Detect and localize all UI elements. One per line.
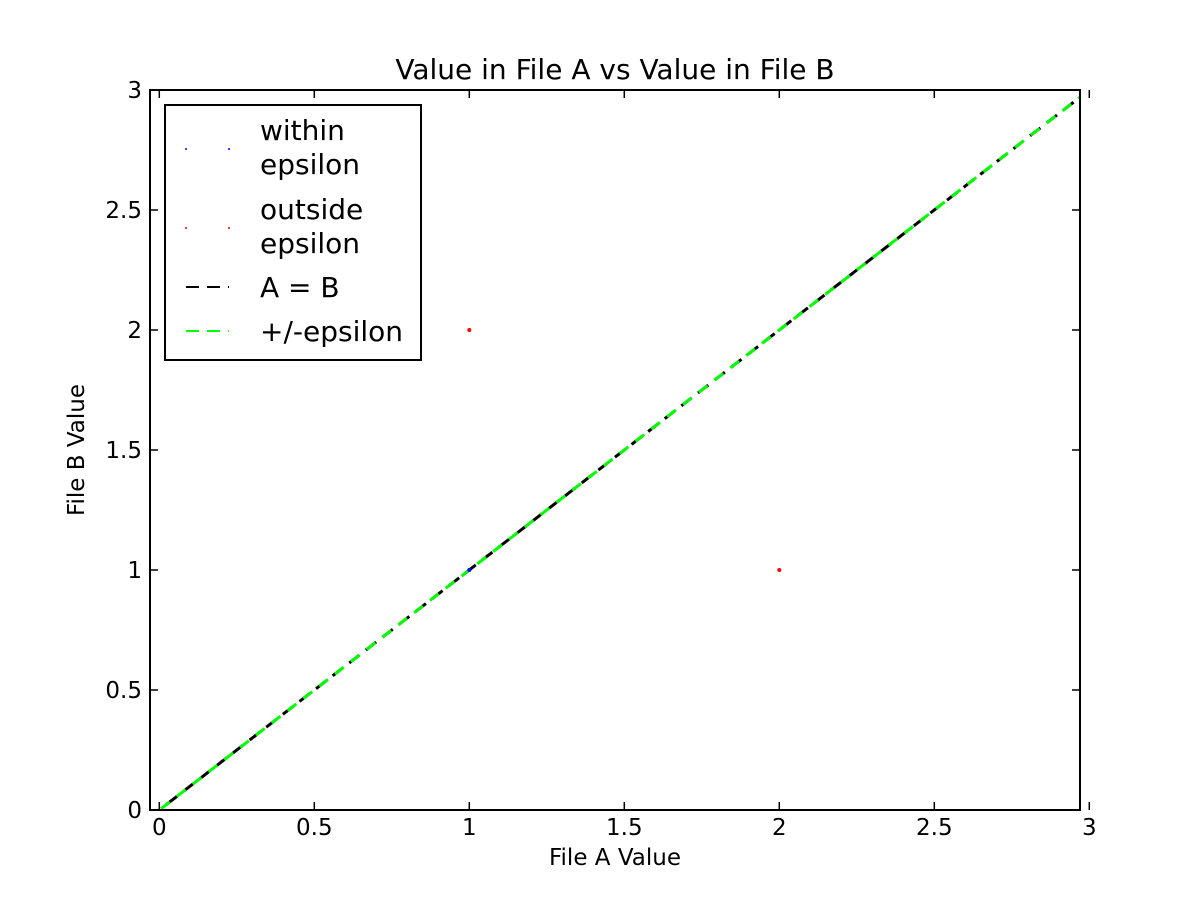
y-tick-label-2: 1 [127,558,142,584]
y-tick-label-0: 0 [127,798,142,824]
legend-marker-0-a [185,148,187,150]
data-marks [156,96,1080,810]
legend-marker-1-a [185,227,187,229]
x-tick-label-6: 3 [1082,815,1097,841]
legend-marker-1-b [228,227,230,229]
data-point-1-1 [777,568,782,572]
y-tick-label-4: 2 [127,318,142,344]
axis-ticks: 0 0.5 1 1.5 2 2.5 3 0 0.5 1 1.5 2 2.5 3 [105,78,1096,841]
x-axis-label: File A Value [549,845,681,871]
legend-box [164,104,422,361]
legend-label-0-1: epsilon [260,148,360,181]
y-axis-label: File B Value [64,384,90,516]
legend-label-0-0: within [260,114,345,147]
x-tick-label-1: 0.5 [296,815,333,841]
x-tick-label-2: 1 [462,815,477,841]
y-tick-label-6: 3 [127,78,142,104]
x-tick-label-0: 0 [152,815,167,841]
legend-label-1-0: outside [260,193,363,226]
legend-marker-0-b [228,148,230,150]
series-line-3 [156,96,1080,810]
y-tick-label-3: 1.5 [105,438,142,464]
y-tick-label-1: 0.5 [105,678,142,704]
legend-label-2-0: A = B [260,271,340,304]
data-point-0-0 [467,568,472,572]
data-point-1-0 [467,328,472,332]
legend-label-1-1: epsilon [260,227,360,260]
x-tick-label-4: 2 [772,815,787,841]
x-tick-label-5: 2.5 [916,815,953,841]
legend-label-3-0: +/-epsilon [260,315,403,348]
y-tick-label-5: 2.5 [105,198,142,224]
plot-area [156,96,1080,810]
chart-title: Value in File A vs Value in File B [395,53,834,86]
x-tick-label-3: 1.5 [606,815,643,841]
